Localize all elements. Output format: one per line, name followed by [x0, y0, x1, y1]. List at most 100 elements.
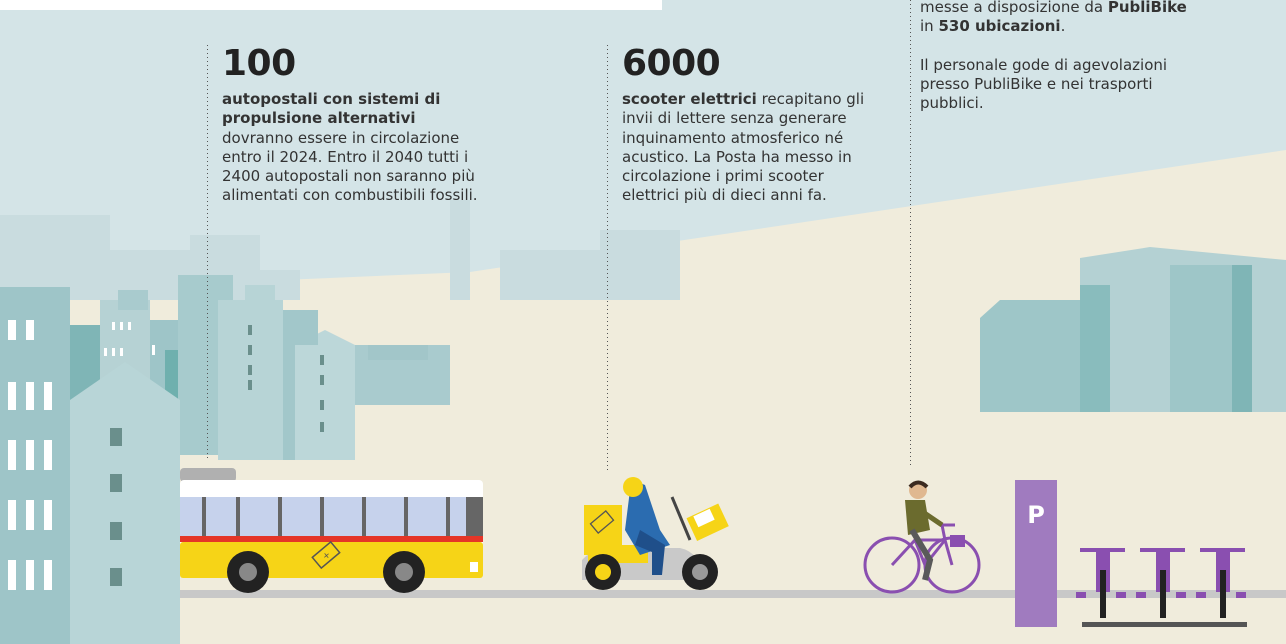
- bus-part-part: [362, 497, 366, 540]
- scooter: [582, 477, 729, 590]
- parking: P: [1015, 480, 1247, 627]
- page: { "blocks": [ { "number": "100", "paragr…: [0, 0, 1286, 644]
- left-buildings: [0, 275, 450, 644]
- bus-part-part: [320, 497, 324, 540]
- building: [295, 345, 355, 460]
- bus: +: [180, 468, 483, 593]
- parking-part-part: [1100, 570, 1106, 618]
- windows-part: [120, 348, 123, 356]
- scooter-part: [692, 564, 708, 580]
- right-buildings: [980, 247, 1286, 412]
- paragraph: autopostali con sistemi di propulsione a…: [222, 90, 487, 206]
- bus-part-part: [236, 497, 240, 540]
- scooter-part: [623, 477, 643, 497]
- cyclist: [865, 481, 979, 592]
- parking-part-part: [1200, 548, 1245, 552]
- bus-part: [239, 563, 257, 581]
- building: [368, 345, 428, 360]
- bus-part-part: [202, 497, 206, 540]
- parking-part-part: [1196, 592, 1206, 598]
- building: [245, 285, 275, 305]
- windows-part: [44, 560, 52, 590]
- parking-part-part: [1136, 592, 1146, 598]
- bike-info: messe a disposizione da PubliBike in 530…: [920, 0, 1190, 113]
- parking-part-part: [1176, 592, 1186, 598]
- bus-info: 100 autopostali con sistemi di propulsion…: [222, 44, 487, 206]
- bus-part-part: [446, 497, 450, 540]
- bold-text: 530 ubicazioni: [938, 17, 1060, 35]
- windows-part: [120, 322, 123, 330]
- windows-part: [8, 560, 16, 590]
- windows-part: [26, 382, 34, 410]
- windows-part: [248, 345, 252, 355]
- text: messe a disposizione da: [920, 0, 1108, 16]
- windows-part: [320, 422, 324, 432]
- scooter-info: 6000 scooter elettrici recapitano gli inv…: [622, 44, 872, 206]
- windows-part: [44, 500, 52, 530]
- windows-part: [110, 428, 122, 446]
- windows-part: [26, 440, 34, 470]
- text: .: [1061, 17, 1066, 35]
- parking-part-part: [1236, 592, 1246, 598]
- windows-part: [8, 320, 16, 340]
- scooter-part: [595, 564, 611, 580]
- windows-part: [152, 345, 155, 355]
- parking-part-part: [1160, 570, 1166, 618]
- bold-text: PubliBike: [1108, 0, 1187, 16]
- top-panel: [0, 0, 662, 10]
- windows-part: [112, 322, 115, 330]
- windows-part: [44, 382, 52, 410]
- bus-part-part: [278, 497, 282, 540]
- windows-part: [128, 322, 131, 330]
- windows-part: [320, 400, 324, 410]
- paragraph: Il personale gode di agevolazioni presso…: [920, 56, 1190, 114]
- windows-part: [104, 348, 107, 356]
- text: Il personale gode di agevolazioni presso…: [920, 56, 1167, 113]
- windows-part: [110, 568, 122, 586]
- big-number: 6000: [622, 44, 872, 84]
- windows-part: [112, 348, 115, 356]
- right-buildings-part: [980, 300, 1080, 412]
- cyclist-part: [950, 535, 965, 547]
- windows-part: [8, 382, 16, 410]
- windows-part: [110, 474, 122, 492]
- bus-part: [180, 468, 236, 482]
- windows-part: [248, 325, 252, 335]
- bold-text: scooter elettrici: [622, 90, 757, 108]
- windows-part: [320, 355, 324, 365]
- building: [70, 362, 180, 644]
- bus-part: [395, 563, 413, 581]
- windows-part: [248, 365, 252, 375]
- windows-part: [26, 560, 34, 590]
- right-buildings-part: [1232, 265, 1252, 412]
- parking-part-part: [1080, 548, 1125, 552]
- parking-letter: P: [1027, 501, 1045, 529]
- windows-part: [8, 440, 16, 470]
- parking-part: [1082, 622, 1247, 627]
- parking-part-part: [1140, 548, 1185, 552]
- parking-part-part: [1220, 570, 1226, 618]
- windows-part: [26, 320, 34, 340]
- windows-part: [44, 440, 52, 470]
- parking-part-part: [1116, 592, 1126, 598]
- parking-part-part: [1076, 592, 1086, 598]
- cyclist-part: [905, 500, 930, 535]
- building: [118, 290, 148, 310]
- paragraph: messe a disposizione da PubliBike in 530…: [920, 0, 1190, 37]
- windows-part: [248, 380, 252, 390]
- text: in: [920, 17, 938, 35]
- big-number: 100: [222, 44, 487, 84]
- bold-text: autopostali con sistemi di propulsione a…: [222, 90, 440, 127]
- windows-part: [320, 375, 324, 385]
- right-buildings-part: [1080, 285, 1110, 412]
- windows-part: [26, 500, 34, 530]
- windows-part: [110, 522, 122, 540]
- bus-part: [180, 536, 483, 542]
- bus-part: [180, 497, 483, 540]
- bus-part: [470, 562, 478, 572]
- paragraph: scooter elettrici recapitano gli invii d…: [622, 90, 872, 206]
- bus-part-part: [466, 497, 483, 540]
- city-silhouette-part: [450, 200, 470, 300]
- bus-part-part: [404, 497, 408, 540]
- text: dovranno essere in circolazione entro il…: [222, 129, 478, 205]
